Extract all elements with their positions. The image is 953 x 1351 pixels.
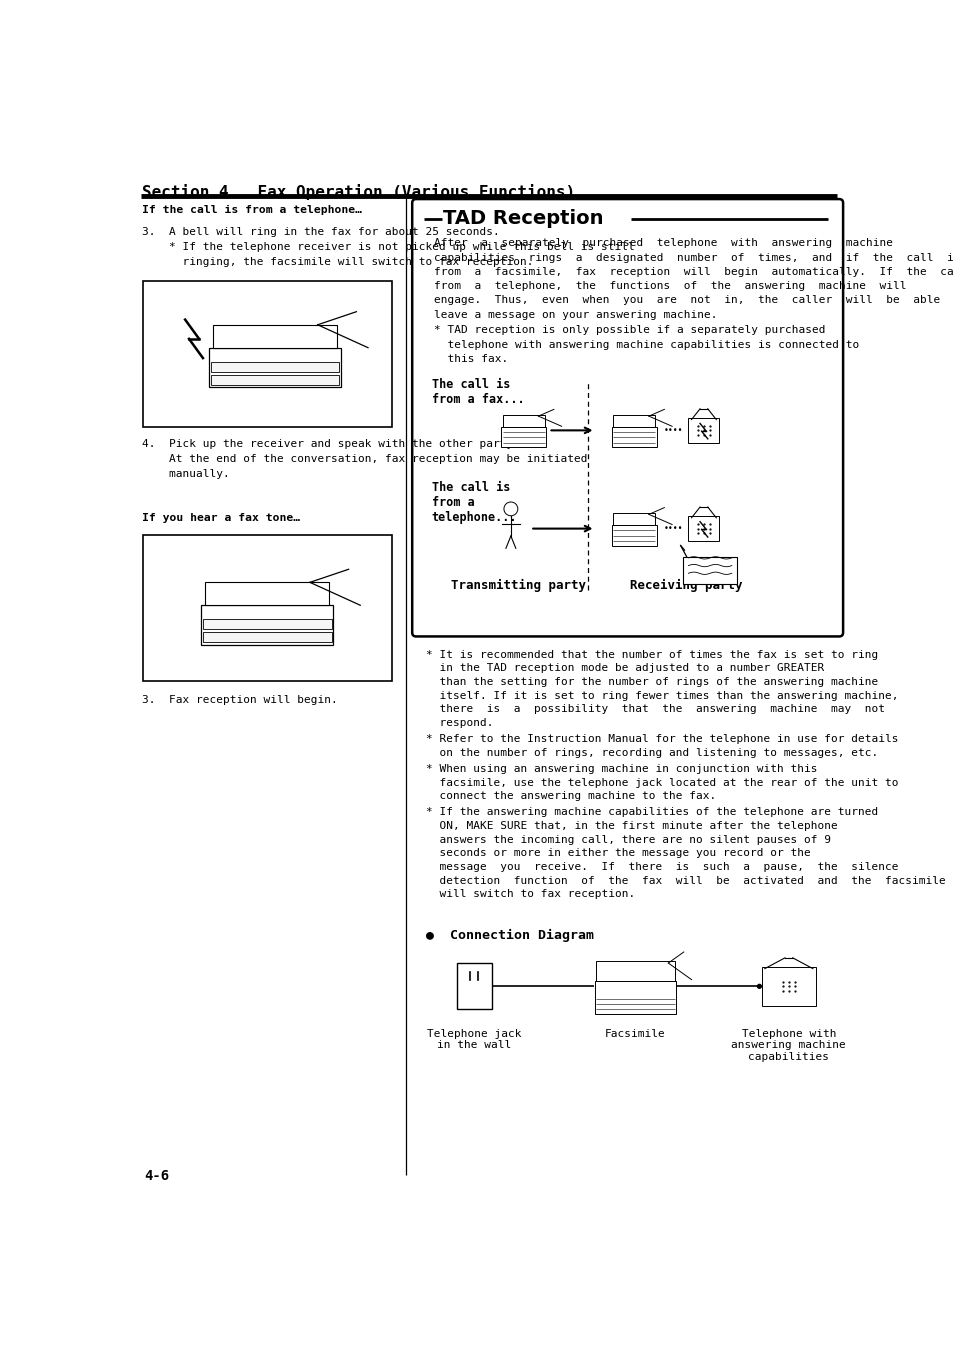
Bar — [613, 415, 655, 427]
Text: * If the telephone receiver is not picked up while this bell is still: * If the telephone receiver is not picke… — [142, 242, 635, 251]
Text: 3.  A bell will ring in the fax for about 25 seconds.: 3. A bell will ring in the fax for about… — [142, 227, 499, 236]
Text: * TAD reception is only possible if a separately purchased: * TAD reception is only possible if a se… — [434, 326, 824, 335]
Bar — [688, 417, 719, 443]
Text: * Refer to the Instruction Manual for the telephone in use for details: * Refer to the Instruction Manual for th… — [426, 734, 898, 744]
Text: Transmitting party: Transmitting party — [451, 578, 585, 592]
Text: ●  Connection Diagram: ● Connection Diagram — [426, 928, 594, 942]
Text: 4-6: 4-6 — [144, 1169, 169, 1183]
Text: seconds or more in either the message you record or the: seconds or more in either the message yo… — [426, 848, 810, 858]
Text: ringing, the facsimile will switch to fax reception.: ringing, the facsimile will switch to fa… — [142, 257, 534, 267]
Text: respond.: respond. — [426, 719, 493, 728]
Text: on the number of rings, recording and listening to messages, etc.: on the number of rings, recording and li… — [426, 748, 878, 758]
Text: connect the answering machine to the fax.: connect the answering machine to the fax… — [426, 792, 716, 801]
Text: in the TAD reception mode be adjusted to a number GREATER: in the TAD reception mode be adjusted to… — [426, 663, 823, 673]
Bar — [611, 427, 656, 447]
Text: ••••: •••• — [663, 426, 682, 435]
Text: telephone with answering machine capabilities is connected to: telephone with answering machine capabil… — [434, 339, 859, 350]
Text: message  you  receive.  If  there  is  such  a  pause,  the  silence: message you receive. If there is such a … — [426, 862, 898, 871]
Bar — [596, 962, 674, 981]
Bar — [594, 981, 676, 1015]
Bar — [142, 281, 392, 427]
Bar — [203, 632, 332, 642]
Bar — [502, 415, 544, 427]
Bar — [209, 347, 340, 386]
Bar — [613, 513, 655, 526]
Text: there  is  a  possibility  that  the  answering  machine  may  not: there is a possibility that the answerin… — [426, 704, 884, 715]
Circle shape — [503, 503, 517, 516]
Text: this fax.: this fax. — [434, 354, 508, 363]
FancyBboxPatch shape — [412, 199, 842, 636]
Bar — [760, 967, 815, 1005]
Text: The call is
from a fax...: The call is from a fax... — [431, 378, 523, 407]
Text: facsimile, use the telephone jack located at the rear of the unit to: facsimile, use the telephone jack locate… — [426, 778, 898, 788]
Bar — [500, 427, 545, 447]
Circle shape — [757, 985, 760, 988]
Text: from  a  facsimile,  fax  reception  will  begin  automatically.  If  the  call : from a facsimile, fax reception will beg… — [434, 267, 953, 277]
Text: Section 4   Fax Operation (Various Functions): Section 4 Fax Operation (Various Functio… — [142, 185, 575, 200]
Text: Facsimile: Facsimile — [604, 1028, 665, 1039]
Text: detection  function  of  the  fax  will  be  activated  and  the  facsimile: detection function of the fax will be ac… — [426, 875, 945, 886]
Text: * When using an answering machine in conjunction with this: * When using an answering machine in con… — [426, 763, 817, 774]
Text: than the setting for the number of rings of the answering machine: than the setting for the number of rings… — [426, 677, 878, 686]
Text: engage.  Thus,  even  when  you  are  not  in,  the  caller  will  be  able  to: engage. Thus, even when you are not in, … — [434, 296, 953, 305]
Bar — [611, 526, 656, 546]
Text: ON, MAKE SURE that, in the first minute after the telephone: ON, MAKE SURE that, in the first minute … — [426, 821, 837, 831]
Text: * It is recommended that the number of times the fax is set to ring: * It is recommended that the number of t… — [426, 650, 878, 659]
Text: capabilities  rings  a  designated  number  of  times,  and  if  the  call  is: capabilities rings a designated number o… — [434, 253, 953, 262]
Text: itself. If it is set to ring fewer times than the answering machine,: itself. If it is set to ring fewer times… — [426, 690, 898, 701]
Text: * If the answering machine capabilities of the telephone are turned: * If the answering machine capabilities … — [426, 808, 878, 817]
Text: If you hear a fax tone…: If you hear a fax tone… — [142, 513, 300, 523]
Bar — [682, 557, 737, 584]
Text: Telephone with
answering machine
capabilities: Telephone with answering machine capabil… — [731, 1028, 845, 1062]
Text: from  a  telephone,  the  functions  of  the  answering  machine  will: from a telephone, the functions of the a… — [434, 281, 905, 290]
Text: Telephone jack
in the wall: Telephone jack in the wall — [427, 1028, 521, 1050]
Text: manually.: manually. — [142, 469, 230, 480]
Text: The call is
from a
telephone...: The call is from a telephone... — [431, 481, 517, 524]
Bar — [213, 324, 336, 347]
Bar — [205, 582, 329, 605]
Text: leave a message on your answering machine.: leave a message on your answering machin… — [434, 309, 717, 320]
Text: will switch to fax reception.: will switch to fax reception. — [426, 889, 635, 900]
Text: TAD Reception: TAD Reception — [443, 209, 603, 228]
Text: ••••: •••• — [663, 524, 682, 534]
Text: 4.  Pick up the receiver and speak with the other party.: 4. Pick up the receiver and speak with t… — [142, 439, 520, 449]
Bar — [688, 516, 719, 540]
Text: If the call is from a telephone…: If the call is from a telephone… — [142, 205, 362, 215]
Text: After  a  separately  purchased  telephone  with  answering  machine: After a separately purchased telephone w… — [434, 238, 892, 249]
Bar — [201, 605, 333, 644]
Bar — [142, 535, 392, 681]
Bar — [211, 374, 339, 385]
Bar — [456, 963, 491, 1009]
Text: answers the incoming call, there are no silent pauses of 9: answers the incoming call, there are no … — [426, 835, 830, 844]
Text: 3.  Fax reception will begin.: 3. Fax reception will begin. — [142, 694, 338, 705]
Bar — [203, 619, 332, 630]
Text: Receiving party: Receiving party — [630, 578, 742, 592]
Text: At the end of the conversation, fax reception may be initiated: At the end of the conversation, fax rece… — [142, 454, 587, 463]
Bar — [211, 362, 339, 372]
